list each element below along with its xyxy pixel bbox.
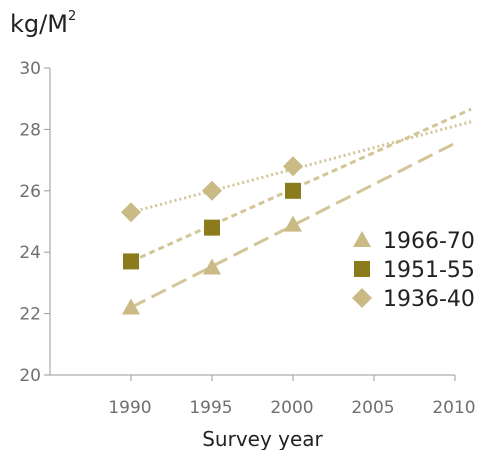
legend-marker: [353, 231, 371, 247]
y-tick-label: 20: [19, 366, 41, 386]
y-tick-label: 26: [19, 182, 41, 202]
y-axis-unit-base: kg/M: [10, 10, 68, 38]
data-point: [204, 219, 220, 236]
y-tick-label: 28: [19, 120, 41, 140]
y-tick-label: 24: [19, 243, 41, 263]
data-point: [202, 180, 222, 201]
y-tick-label: 30: [19, 59, 41, 79]
legend-label: 1966-70: [383, 229, 475, 254]
x-tick-label: 2005: [351, 398, 394, 418]
legend-label: 1936-40: [383, 287, 475, 312]
data-point: [122, 298, 140, 315]
x-tick-label: 1990: [108, 398, 151, 418]
trend-line: [130, 141, 456, 309]
legend: 1966-70 1951-55 1936-40: [352, 229, 475, 312]
trend-line: [130, 107, 472, 263]
data-point: [121, 202, 141, 223]
x-tick-label: 2010: [432, 398, 475, 418]
axes: 20 22 24 26 28 30 1990 1995 2000 2005 2010: [19, 59, 475, 418]
x-axis-title: Survey year: [202, 427, 323, 450]
data-point: [284, 215, 302, 232]
y-axis-unit-label: kg/M2: [10, 9, 77, 38]
data-point: [285, 182, 301, 199]
data-point: [203, 258, 221, 275]
x-tick-label: 1995: [189, 398, 232, 418]
data-point: [123, 253, 139, 270]
legend-marker: [352, 288, 372, 308]
y-tick-label: 22: [19, 305, 41, 325]
data-points: [121, 156, 303, 315]
y-axis-unit-superscript: 2: [67, 9, 77, 24]
legend-marker: [354, 261, 370, 277]
data-point: [283, 156, 303, 177]
legend-label: 1951-55: [383, 258, 475, 283]
x-tick-label: 2000: [270, 398, 313, 418]
